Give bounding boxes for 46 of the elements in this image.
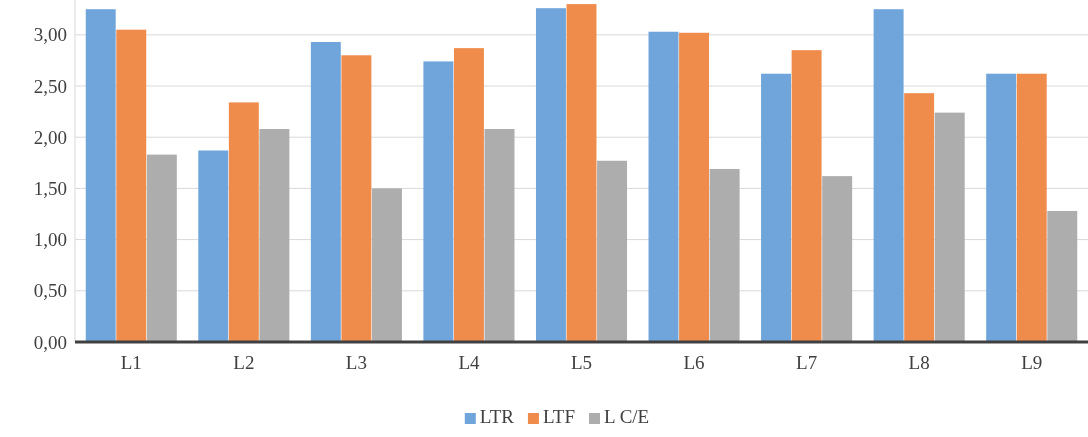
bar [423,61,454,342]
bar [259,129,290,342]
bar [198,150,229,342]
y-tick-label: 2,50 [33,75,67,97]
bar [791,50,822,342]
y-tick-label: 1,00 [33,229,67,251]
bar [341,55,372,342]
bar [85,9,116,342]
y-tick-label: 0,00 [33,331,67,353]
x-tick-label: L9 [1021,352,1043,374]
x-tick-label: L4 [458,352,480,374]
bar [822,176,853,342]
y-tick-label: 1,50 [33,177,67,199]
legend-label: LTF [542,406,575,427]
bar [709,168,740,342]
x-tick-label: L7 [796,352,818,374]
x-tick-label: L5 [570,352,593,374]
legend-label: LTR [479,406,515,427]
y-tick-label: 3,00 [33,24,67,46]
bar [228,102,259,342]
bar [484,129,515,342]
bar [934,112,965,342]
x-tick-label: L6 [683,352,705,374]
bar [1047,210,1078,342]
x-tick-label: L2 [233,352,255,374]
bar [986,73,1017,342]
y-tick-label: 0,50 [33,280,67,302]
bar [453,48,484,342]
bar [146,154,177,342]
bar [761,73,792,342]
bar [873,9,904,342]
bar [904,93,935,342]
legend-label: L C/E [603,406,650,427]
y-tick-label: 2,00 [33,126,67,148]
bar [597,160,628,342]
bar [566,4,597,342]
x-tick-label: L8 [908,352,930,374]
bar [535,8,566,342]
x-tick-label: L1 [120,352,142,374]
x-tick-label: L3 [345,352,367,374]
bar [1016,73,1047,342]
bar [310,41,341,342]
bar [371,188,402,342]
bar [116,29,147,342]
bar [679,32,710,342]
bar [648,31,679,342]
